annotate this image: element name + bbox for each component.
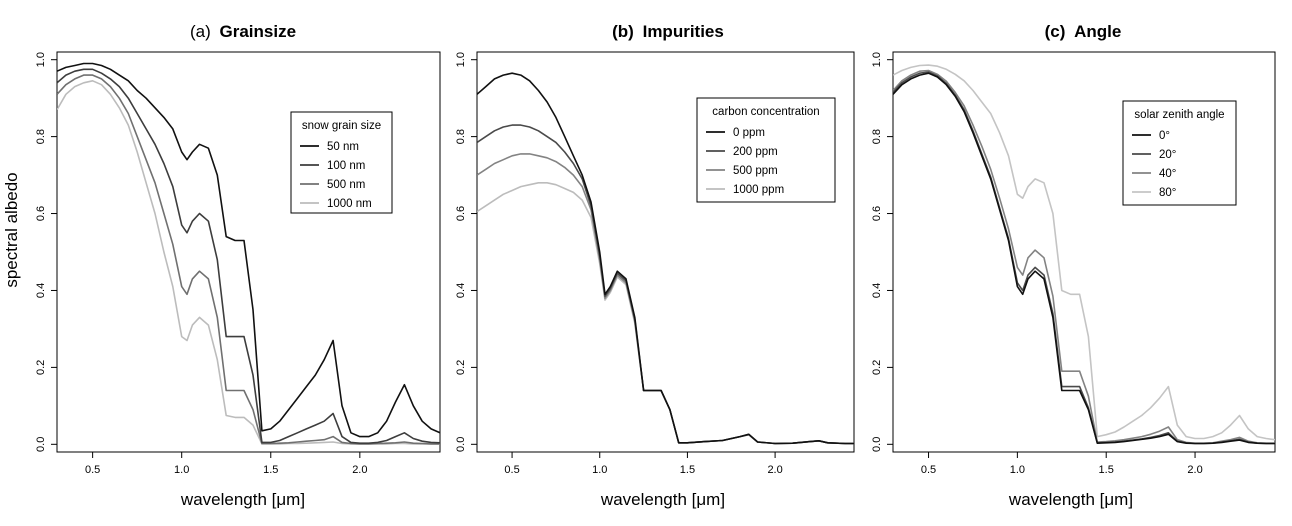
panel-a-title-text: Grainsize <box>219 22 296 41</box>
panel-b-plot-frame <box>476 51 855 453</box>
panel-c-series-group <box>893 64 1275 445</box>
legend-label: 20° <box>1159 149 1176 161</box>
panel-a-y-tick-label: 1.0 <box>35 52 47 67</box>
legend-label: 80° <box>1159 187 1176 199</box>
series-line-1000-ppm <box>477 182 854 445</box>
panel-b-y-tick-label: 0.6 <box>455 206 467 221</box>
panel-a-y-tick-label: 0.0 <box>35 437 47 452</box>
panel-c-title-text: Angle <box>1074 22 1121 41</box>
panel-c-legend-box <box>1122 100 1237 206</box>
panel-c-y-tick-label: 0.8 <box>871 129 883 144</box>
panel-a-legend: snow grain size 50 nm 100 nm 500 nm 1000 nm <box>290 111 393 214</box>
series-line-0-ppm <box>477 72 854 445</box>
panel-c: (c) Angle 0.0 0.2 0.4 0.6 0.8 1.0 0.5 1.0 1.5 2.… <box>871 22 1276 509</box>
series-line-50-nm <box>57 62 440 438</box>
panel-a-x-tick-label: 1.5 <box>263 464 278 476</box>
legend-label: 500 ppm <box>733 165 778 177</box>
legend-label: 1000 nm <box>327 198 372 210</box>
legend-label: 200 ppm <box>733 146 778 158</box>
panel-a-y-tick-label: 0.8 <box>35 129 47 144</box>
panel-c-y-axis: 0.0 0.2 0.4 0.6 0.8 1.0 <box>871 52 893 452</box>
x-axis-label-prefix: wavelength [ <box>180 490 277 509</box>
x-axis-label-suffix: ] <box>300 490 305 509</box>
legend-label: 40° <box>1159 168 1176 180</box>
panel-c-x-axis: 0.5 1.0 1.5 2.0 <box>921 452 1203 476</box>
panel-a-title: (a) Grainsize <box>190 22 296 41</box>
panel-a-y-axis: 0.0 0.2 0.4 0.6 0.8 1.0 <box>35 52 57 452</box>
panel-a-y-tick-label: 0.2 <box>35 360 47 375</box>
panel-c-letter: (c) <box>1045 22 1066 41</box>
panel-a-x-tick-label: 2.0 <box>352 464 367 476</box>
panel-b-legend-box <box>696 97 836 203</box>
panel-c-x-tick-label: 1.5 <box>1099 464 1114 476</box>
panel-b-x-tick-label: 1.0 <box>592 464 607 476</box>
panel-b-y-tick-label: 0.8 <box>455 129 467 144</box>
panel-c-y-tick-label: 0.2 <box>871 360 883 375</box>
series-line-0- <box>893 72 1275 445</box>
legend-label: 0 ppm <box>733 127 765 139</box>
panel-a-x-axis: 0.5 1.0 1.5 2.0 <box>85 452 367 476</box>
panel-a-legend-box <box>290 111 393 214</box>
panel-b-title-text: Impurities <box>643 22 724 41</box>
panel-a: (a) Grainsize 0.0 0.2 0.4 0.6 0.8 1.0 0.5 1.0 1… <box>35 22 441 509</box>
x-axis-label-prefix: wavelength [ <box>1008 490 1105 509</box>
x-axis-label-prefix: wavelength [ <box>600 490 697 509</box>
panel-c-legend-title: solar zenith angle <box>1134 109 1224 121</box>
legend-label: 100 nm <box>327 160 365 172</box>
series-line-500-nm <box>57 74 440 445</box>
panel-c-x-axis-label: wavelength [μm] <box>1008 490 1133 509</box>
x-axis-label-unit: μm <box>1104 490 1128 509</box>
panel-b: (b) Impurities 0.0 0.2 0.4 0.6 0.8 1.0 0.5 1.0… <box>455 22 855 509</box>
panel-b-x-tick-label: 1.5 <box>680 464 695 476</box>
x-axis-label-suffix: ] <box>1128 490 1133 509</box>
panel-c-x-tick-label: 1.0 <box>1010 464 1025 476</box>
panel-b-series-group <box>477 72 854 445</box>
legend-label: 500 nm <box>327 179 365 191</box>
panel-a-y-tick-label: 0.4 <box>35 283 47 298</box>
panel-a-series-group <box>57 62 440 445</box>
panel-c-title: (c) Angle <box>1045 22 1122 41</box>
panel-b-x-tick-label: 0.5 <box>504 464 519 476</box>
panel-c-y-tick-label: 0.4 <box>871 283 883 298</box>
y-axis-label: spectral albedo <box>2 172 21 287</box>
panel-b-y-tick-label: 0.4 <box>455 283 467 298</box>
panel-c-y-tick-label: 0.6 <box>871 206 883 221</box>
panel-c-plot-frame <box>892 51 1276 453</box>
panel-c-x-tick-label: 2.0 <box>1187 464 1202 476</box>
panel-c-y-tick-label: 1.0 <box>871 52 883 67</box>
panel-b-letter: (b) <box>612 22 634 41</box>
panel-b-y-tick-label: 0.0 <box>455 437 467 452</box>
panel-a-plot-frame <box>56 51 441 453</box>
panel-b-y-axis: 0.0 0.2 0.4 0.6 0.8 1.0 <box>455 52 477 452</box>
panel-b-legend-title: carbon concentration <box>712 106 819 118</box>
panel-b-title: (b) Impurities <box>612 22 724 41</box>
panel-b-x-axis: 0.5 1.0 1.5 2.0 <box>504 452 783 476</box>
x-axis-label-unit: μm <box>276 490 300 509</box>
panel-c-legend: solar zenith angle 0° 20° 40° 80° <box>1122 100 1237 206</box>
x-axis-label-suffix: ] <box>720 490 725 509</box>
series-line-80- <box>893 64 1275 441</box>
panel-a-letter: (a) <box>190 22 211 41</box>
panel-a-legend-title: snow grain size <box>302 120 381 132</box>
panel-c-y-tick-label: 0.0 <box>871 437 883 452</box>
panel-a-x-tick-label: 1.0 <box>174 464 189 476</box>
panel-a-x-axis-label: wavelength [μm] <box>180 490 305 509</box>
legend-label: 0° <box>1159 130 1170 142</box>
panel-a-y-tick-label: 0.6 <box>35 206 47 221</box>
series-line-100-nm <box>57 68 440 444</box>
x-axis-label-unit: μm <box>696 490 720 509</box>
legend-label: 1000 ppm <box>733 184 784 196</box>
legend-label: 50 nm <box>327 141 359 153</box>
panel-b-y-tick-label: 0.2 <box>455 360 467 375</box>
panel-b-x-axis-label: wavelength [μm] <box>600 490 725 509</box>
panel-b-legend: carbon concentration 0 ppm 200 ppm 500 ppm 1… <box>696 97 836 203</box>
panel-a-x-tick-label: 0.5 <box>85 464 100 476</box>
panel-b-x-tick-label: 2.0 <box>767 464 782 476</box>
panel-c-x-tick-label: 0.5 <box>921 464 936 476</box>
panel-b-y-tick-label: 1.0 <box>455 52 467 67</box>
